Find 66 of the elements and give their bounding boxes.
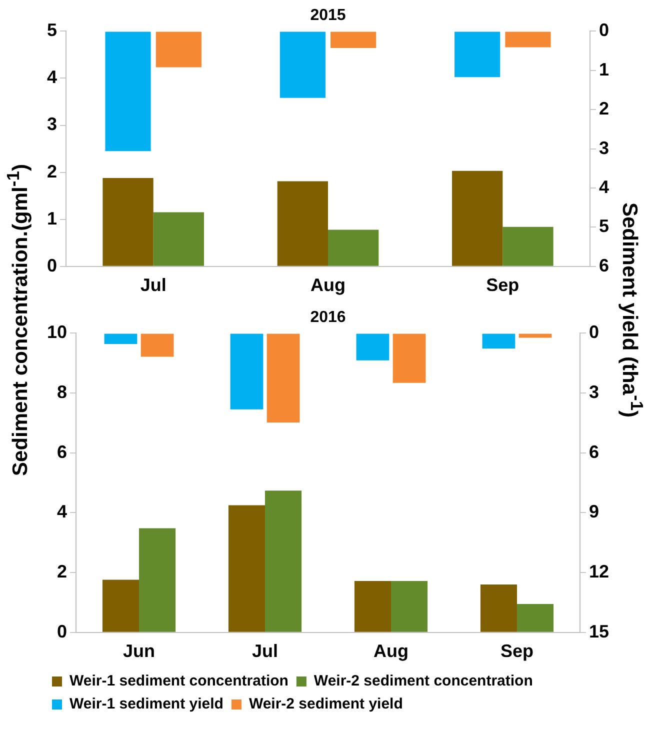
legend-label: Weir-2 sediment yield — [248, 696, 403, 713]
x-tick-label: Jul — [140, 275, 166, 296]
bar — [390, 580, 428, 632]
y-tick-label: 1 — [46, 208, 58, 228]
y2-tick-label: 6 — [588, 442, 599, 462]
bar — [277, 181, 328, 266]
x-tick-label: Jul — [252, 641, 278, 662]
bar — [153, 212, 204, 266]
y2-tick-label: 5 — [598, 216, 610, 236]
chart-title: 2015 — [310, 7, 346, 24]
x-tick-label: Aug — [373, 641, 408, 662]
bar — [230, 334, 264, 410]
bar — [102, 580, 140, 632]
bar — [505, 32, 551, 48]
legend-label: Weir-1 sediment concentration — [70, 672, 288, 690]
y2-tick-label: 15 — [588, 621, 610, 642]
x-tick-label: Sep — [486, 275, 520, 296]
bar — [139, 528, 176, 632]
y-tick-label: 8 — [57, 382, 68, 402]
y-tick-label: 5 — [46, 20, 58, 40]
x-tick-label: Jun — [123, 641, 156, 662]
y2-tick-label: 9 — [588, 502, 599, 522]
bar — [104, 334, 138, 344]
legend-label: Weir-2 sediment concentration — [314, 672, 533, 690]
y2-tick-label: 2 — [598, 98, 610, 119]
y2-tick-label: 3 — [598, 138, 610, 158]
bar — [156, 32, 202, 68]
bar — [516, 604, 554, 632]
y-tick-label: 0 — [46, 255, 58, 276]
y2-tick-label: 0 — [598, 20, 610, 40]
bar — [482, 334, 516, 349]
bar — [502, 226, 554, 266]
bar — [330, 32, 376, 48]
y2-tick-label: 3 — [588, 382, 599, 402]
y-tick-label: 4 — [46, 67, 58, 88]
y2-tick-label: 1 — [598, 59, 610, 80]
y-tick-label: 0 — [57, 621, 68, 642]
y2-tick-label: 6 — [598, 255, 610, 276]
bar — [102, 178, 154, 266]
y2-tick-label: 12 — [588, 562, 610, 582]
y-tick-label: 2 — [46, 161, 58, 182]
bar — [280, 32, 326, 98]
bar — [266, 334, 300, 423]
bar — [518, 334, 552, 338]
bar — [480, 584, 517, 632]
y-tick-label: 4 — [57, 502, 68, 522]
bar — [356, 334, 390, 360]
x-tick-label: Aug — [310, 275, 346, 296]
y-tick-label: 10 — [46, 322, 68, 342]
bar — [392, 334, 426, 383]
bar — [454, 32, 500, 78]
bar — [354, 580, 391, 632]
x-tick-label: Sep — [500, 641, 534, 662]
bar — [328, 230, 379, 266]
y-tick-label: 6 — [57, 442, 68, 462]
chart-title: 2016 — [310, 309, 346, 326]
y-tick-label: 2 — [57, 562, 68, 582]
bar — [452, 170, 503, 266]
bar — [265, 490, 302, 632]
bar — [140, 334, 174, 357]
y2-tick-label: 4 — [598, 176, 610, 197]
y2-tick-label: 0 — [588, 322, 599, 342]
bar — [228, 505, 266, 632]
legend-label: Weir-1 sediment yield — [70, 696, 224, 713]
bar — [105, 32, 151, 152]
y-tick-label: 3 — [46, 114, 58, 134]
